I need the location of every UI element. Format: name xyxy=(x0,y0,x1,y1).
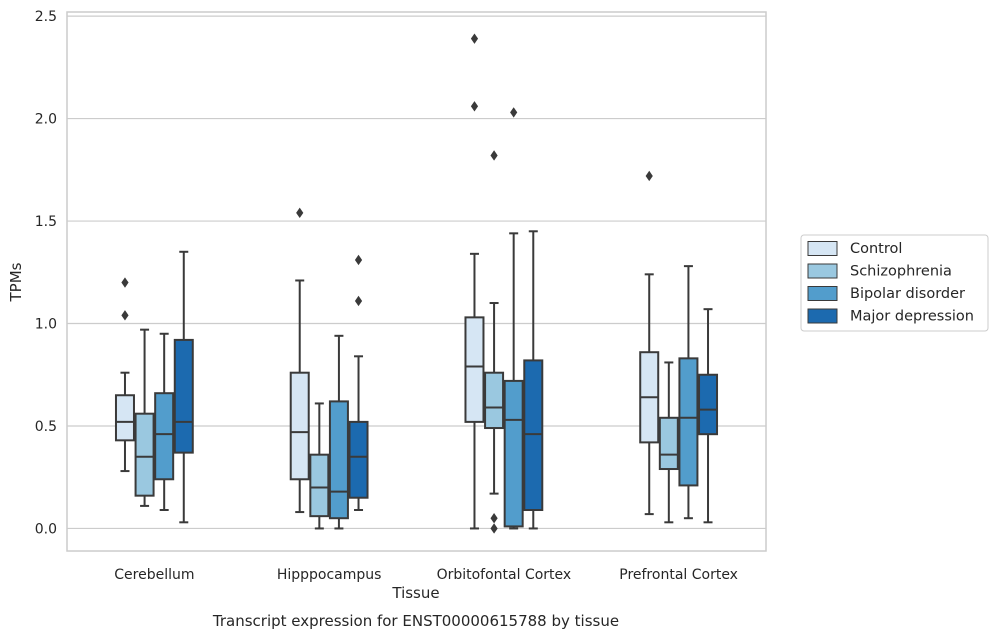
box-bipolar-disorder xyxy=(678,265,699,520)
outlier-point xyxy=(121,277,129,288)
x-tick-label: Hipppocampus xyxy=(277,567,382,583)
box-schizophrenia xyxy=(309,402,330,530)
box-major-depression xyxy=(698,308,719,524)
outlier-point xyxy=(354,254,363,266)
legend-label: Major depression xyxy=(850,309,974,325)
y-axis-label: TPMs xyxy=(7,262,25,302)
legend-swatch xyxy=(807,263,838,279)
box-body xyxy=(698,373,719,436)
box-body xyxy=(328,400,349,520)
chart-title: Transcript expression for ENST0000061578… xyxy=(212,612,619,630)
box-body xyxy=(678,357,699,487)
box-body xyxy=(658,416,679,471)
plot-area-frame xyxy=(66,11,767,552)
box-body xyxy=(523,359,544,512)
y-tick-label: 2.5 xyxy=(35,9,57,25)
x-tick-label: Orbitofontal Cortex xyxy=(437,567,572,583)
box-body xyxy=(348,420,369,499)
box-body xyxy=(114,394,135,442)
outlier-point xyxy=(470,101,479,112)
box-bipolar-disorder xyxy=(154,332,175,512)
box-body xyxy=(503,379,524,528)
box-major-depression xyxy=(348,254,369,512)
legend-swatch xyxy=(807,286,838,301)
outlier-point xyxy=(121,310,129,321)
y-tick-label: 1.0 xyxy=(35,317,57,333)
legend-swatch xyxy=(807,241,838,256)
box-body xyxy=(134,412,155,497)
outlier-point xyxy=(490,513,498,524)
box-control xyxy=(114,277,135,473)
outlier-point xyxy=(510,107,518,118)
box-schizophrenia xyxy=(134,328,155,507)
y-tick-label: 2.0 xyxy=(35,112,57,128)
box-bipolar-disorder xyxy=(328,334,349,530)
legend-frame xyxy=(800,234,989,332)
outlier-point xyxy=(354,295,363,307)
legend-label: Schizophrenia xyxy=(850,264,952,280)
outlier-point xyxy=(645,170,653,182)
x-tick-label: Prefrontal Cortex xyxy=(619,567,738,583)
x-tick-labels: Cerebellum Hipppocampus Orbitofontal Corte… xyxy=(114,567,738,583)
x-axis-label: Tissue xyxy=(391,584,439,602)
box-body xyxy=(154,392,175,481)
box-control xyxy=(464,33,485,530)
box-body xyxy=(309,453,330,518)
x-tick-label: Cerebellum xyxy=(114,567,194,583)
box-control xyxy=(639,170,660,516)
box-body xyxy=(464,316,485,423)
box-major-depression xyxy=(523,230,544,530)
box-schizophrenia xyxy=(484,150,505,534)
y-tick-label: 0.5 xyxy=(35,419,57,435)
box-control xyxy=(289,207,310,514)
box-series-layer xyxy=(114,33,719,534)
legend-label: Control xyxy=(850,241,902,257)
legend: Control Schizophrenia Bipolar disorder Majo… xyxy=(800,234,989,332)
outlier-point xyxy=(296,207,304,219)
outlier-point xyxy=(490,150,498,161)
box-major-depression xyxy=(173,250,194,524)
y-tick-labels: 0.0 0.5 1.0 1.5 2.0 2.5 xyxy=(35,9,57,537)
box-body xyxy=(173,338,194,454)
box-body xyxy=(484,371,505,430)
box-bipolar-disorder xyxy=(503,107,524,530)
box-body xyxy=(289,371,310,481)
box-schizophrenia xyxy=(658,361,679,524)
y-tick-label: 0.0 xyxy=(35,521,57,537)
legend-label: Bipolar disorder xyxy=(850,286,965,302)
legend-swatch xyxy=(807,308,838,324)
outlier-point xyxy=(490,523,498,534)
outlier-point xyxy=(470,33,479,44)
y-tick-label: 1.5 xyxy=(35,214,57,230)
